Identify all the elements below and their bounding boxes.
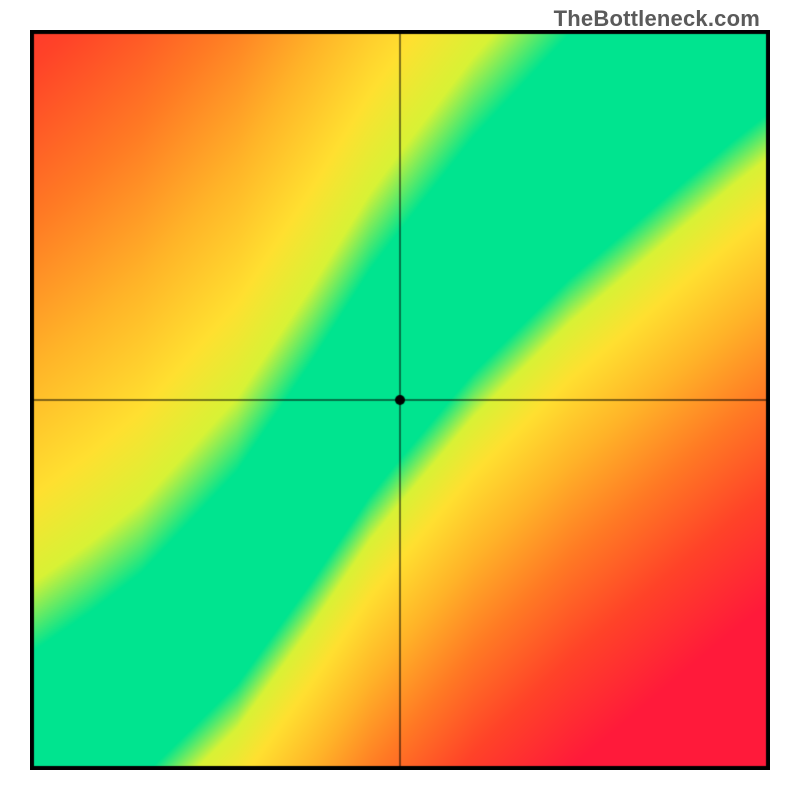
watermark-text: TheBottleneck.com	[554, 6, 760, 32]
heatmap-plot	[30, 30, 770, 770]
heatmap-canvas	[30, 30, 770, 770]
chart-container: TheBottleneck.com	[0, 0, 800, 800]
